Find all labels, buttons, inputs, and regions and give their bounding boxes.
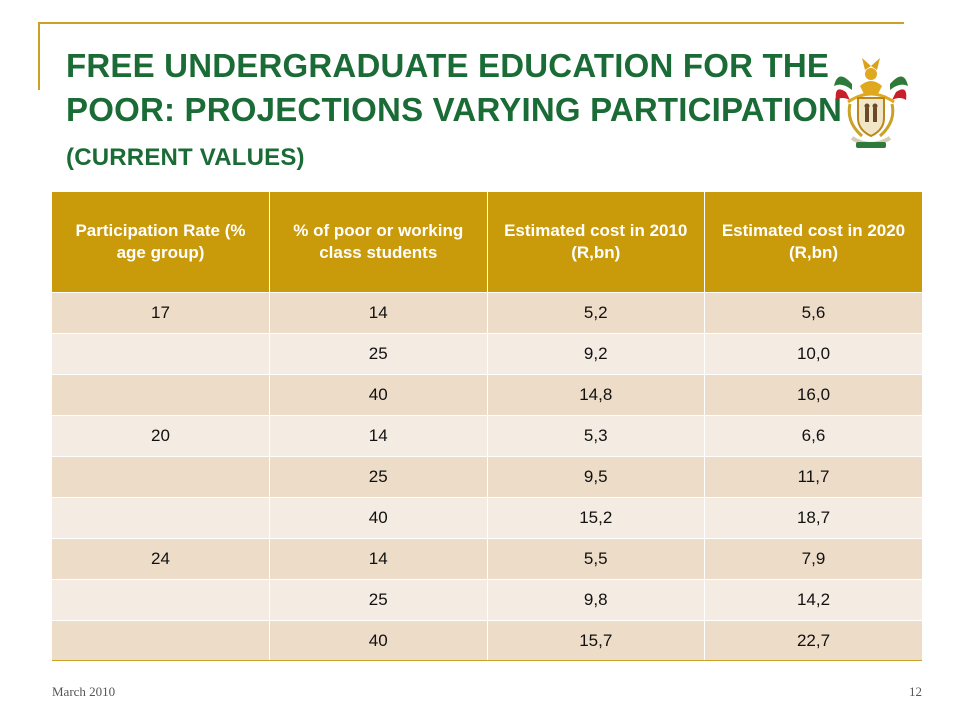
cell-participation-rate <box>52 579 270 621</box>
cell-participation-rate: 17 <box>52 292 270 334</box>
cell-participation-rate <box>52 374 270 416</box>
cell-participation-rate <box>52 497 270 539</box>
table-row: 25 9,2 10,0 <box>52 333 922 375</box>
cell-cost-2010: 15,2 <box>487 497 705 539</box>
table-row: 40 14,8 16,0 <box>52 374 922 416</box>
cell-poor-students-percent: 40 <box>269 620 488 661</box>
slide-title-main: FREE UNDERGRADUATE EDUCATION FOR THE POO… <box>66 47 843 128</box>
cell-cost-2010: 5,2 <box>487 292 705 334</box>
cell-cost-2010: 9,8 <box>487 579 705 621</box>
cell-poor-students-percent: 40 <box>269 374 488 416</box>
decorative-rule-vertical <box>38 22 40 90</box>
slide-title-sub: (CURRENT VALUES) <box>66 144 305 171</box>
table-row: 40 15,2 18,7 <box>52 497 922 539</box>
cell-cost-2020: 6,6 <box>704 415 922 457</box>
cell-cost-2020: 22,7 <box>704 620 922 661</box>
cell-cost-2020: 18,7 <box>704 497 922 539</box>
cell-poor-students-percent: 14 <box>269 538 488 580</box>
table-row: 25 9,5 11,7 <box>52 456 922 498</box>
cell-poor-students-percent: 40 <box>269 497 488 539</box>
cell-poor-students-percent: 25 <box>269 579 488 621</box>
footer-divider <box>52 660 922 661</box>
cell-cost-2020: 14,2 <box>704 579 922 621</box>
cell-participation-rate: 24 <box>52 538 270 580</box>
cell-cost-2010: 9,2 <box>487 333 705 375</box>
table-row: 24 14 5,5 7,9 <box>52 538 922 580</box>
cell-participation-rate <box>52 620 270 661</box>
cell-participation-rate: 20 <box>52 415 270 457</box>
cell-cost-2020: 16,0 <box>704 374 922 416</box>
header-participation-rate: Participation Rate (% age group) <box>52 192 270 293</box>
cell-cost-2010: 5,5 <box>487 538 705 580</box>
cell-poor-students-percent: 14 <box>269 415 488 457</box>
header-cost-2020: Estimated cost in 2020 (R,bn) <box>704 192 922 293</box>
cell-cost-2020: 11,7 <box>704 456 922 498</box>
cell-participation-rate <box>52 333 270 375</box>
header-poor-students-percent: % of poor or working class students <box>269 192 488 293</box>
decorative-rule-horizontal <box>38 22 904 24</box>
header-cost-2010: Estimated cost in 2010 (R,bn) <box>487 192 705 293</box>
page-number: 12 <box>909 684 922 699</box>
participation-projection-table: Participation Rate (% age group) % of po… <box>52 192 922 661</box>
cell-cost-2010: 15,7 <box>487 620 705 661</box>
table-row: 25 9,8 14,2 <box>52 579 922 621</box>
coat-of-arms-icon <box>832 56 910 152</box>
cell-cost-2020: 10,0 <box>704 333 922 375</box>
cell-poor-students-percent: 25 <box>269 456 488 498</box>
footer-date: March 2010 <box>52 684 116 699</box>
cell-cost-2010: 5,3 <box>487 415 705 457</box>
table-row: 17 14 5,2 5,6 <box>52 292 922 334</box>
table-body: 17 14 5,2 5,6 25 9,2 10,0 40 14,8 16,0 2… <box>52 292 922 661</box>
slide-title: FREE UNDERGRADUATE EDUCATION FOR THE POO… <box>66 44 846 180</box>
cell-poor-students-percent: 25 <box>269 333 488 375</box>
table-header-row: Participation Rate (% age group) % of po… <box>52 192 922 293</box>
cell-poor-students-percent: 14 <box>269 292 488 334</box>
cell-cost-2020: 5,6 <box>704 292 922 334</box>
cell-cost-2010: 14,8 <box>487 374 705 416</box>
cell-cost-2020: 7,9 <box>704 538 922 580</box>
table-header: Participation Rate (% age group) % of po… <box>52 192 922 293</box>
cell-participation-rate <box>52 456 270 498</box>
table-row: 20 14 5,3 6,6 <box>52 415 922 457</box>
cell-cost-2010: 9,5 <box>487 456 705 498</box>
table-row: 40 15,7 22,7 <box>52 620 922 661</box>
